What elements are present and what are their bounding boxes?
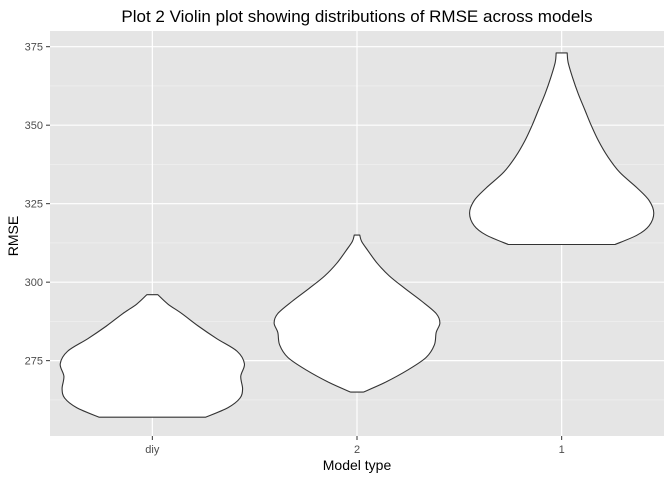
y-tick-label: 325 <box>25 199 43 211</box>
y-tick-label: 350 <box>25 120 43 132</box>
x-axis-title: Model type <box>323 457 392 473</box>
violin-diy <box>59 294 246 418</box>
violin-1 <box>469 52 655 246</box>
y-tick-label: 275 <box>25 356 43 368</box>
violin-2 <box>273 234 441 393</box>
chart-title: Plot 2 Violin plot showing distributions… <box>121 7 592 26</box>
x-tick-label: 2 <box>354 444 360 456</box>
y-tick-label: 375 <box>25 42 43 54</box>
x-tick-label: 1 <box>559 444 565 456</box>
y-tick-label: 300 <box>25 277 43 289</box>
y-axis-title: RMSE <box>5 216 21 256</box>
x-tick-label: diy <box>145 444 160 456</box>
